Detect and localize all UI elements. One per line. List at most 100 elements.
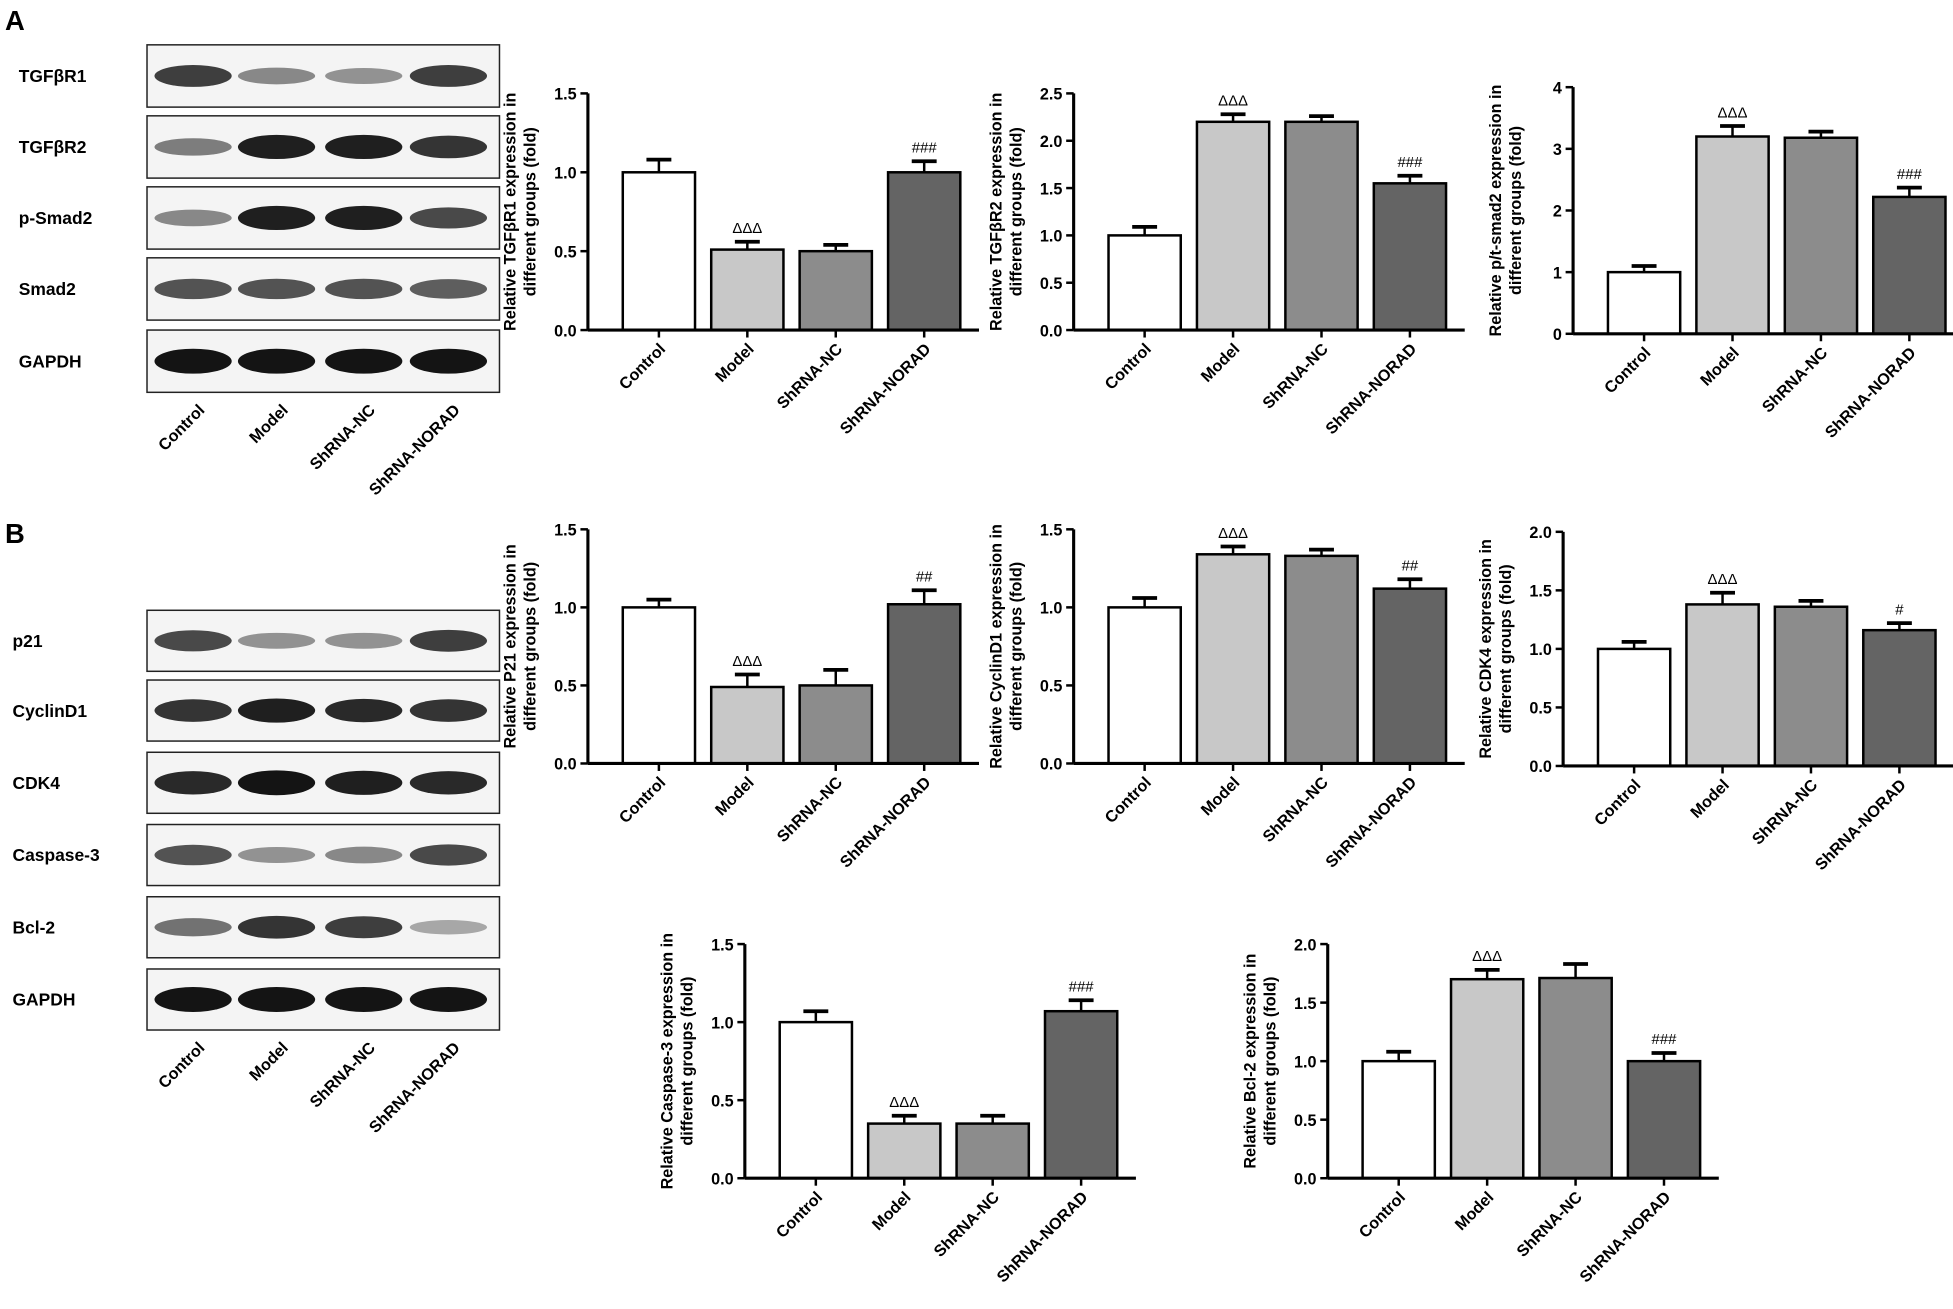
significance-mark: ΔΔΔ [1218, 93, 1248, 110]
significance-mark: ### [912, 140, 938, 157]
blot-band [325, 846, 403, 864]
blot-lane-label: ShRNA-NORAD [366, 1039, 464, 1137]
blot-band [325, 68, 403, 84]
blot-band [409, 135, 488, 159]
x-tick-label: ShRNA-NORAD [837, 773, 935, 871]
y-tick-label: 0.5 [1040, 275, 1063, 293]
blot-band [237, 847, 316, 863]
y-tick-label: 0.5 [1529, 700, 1552, 718]
western-blot-panel-b: p21 CyclinD1 CDK4 Caspase-3 Bcl-2 GAPDH Contro… [12, 609, 501, 1137]
x-tick-label: Model [1452, 1188, 1498, 1234]
x-tick-label: Control [773, 1188, 826, 1241]
y-axis-label: Relative Caspase-3 expression in [659, 933, 677, 1189]
significance-mark: ΔΔΔ [1718, 104, 1748, 121]
y-tick-label: 1.0 [1294, 1053, 1317, 1071]
x-tick-label: ShRNA-NC [1259, 340, 1332, 413]
blot-band [409, 279, 488, 299]
bar-control [1606, 270, 1682, 336]
y-tick-label: 2.5 [1040, 86, 1063, 104]
bar-model [1195, 553, 1271, 765]
blot-row-label: GAPDH [12, 990, 75, 1010]
y-tick-label: 2 [1553, 203, 1562, 221]
x-tick-label: ShRNA-NC [1259, 773, 1332, 846]
x-tick-label: ShRNA-NORAD [837, 340, 935, 438]
significance-mark: ΔΔΔ [1472, 948, 1502, 965]
bar-shrna-nc [1538, 976, 1613, 1180]
significance-mark: ## [1402, 558, 1419, 575]
blot-band [154, 844, 232, 866]
x-tick-label: Model [1697, 344, 1743, 390]
blot-lane-label: Model [246, 401, 292, 447]
bar-shrna-norad [886, 603, 962, 765]
bar-model [709, 685, 785, 765]
bar-chart-4: Relative P21 expression in different grou… [502, 522, 979, 871]
x-tick-label: Control [616, 774, 669, 827]
y-axis-label: Relative Bcl-2 expression in [1241, 954, 1259, 1169]
y-tick-label: 0.5 [711, 1092, 734, 1110]
x-tick-label: ShRNA-NC [930, 1188, 1003, 1261]
bar-model [1195, 120, 1271, 332]
panel-label-b: B [5, 518, 25, 549]
y-tick-label: 0.0 [554, 756, 577, 774]
y-tick-label: 0.5 [554, 678, 577, 696]
blot-band [325, 698, 403, 723]
blot-band [237, 205, 316, 231]
bar-shrna-nc [1783, 136, 1859, 336]
bar-model [866, 1122, 942, 1180]
y-tick-label: 1.0 [554, 165, 577, 183]
blot-band [237, 698, 316, 723]
bar-shrna-norad [1372, 182, 1448, 332]
blot-lane-label: ShRNA-NORAD [366, 401, 464, 499]
x-tick-label: ShRNA-NORAD [1322, 773, 1420, 871]
blot-band [325, 916, 403, 939]
y-tick-label: 1.0 [1529, 641, 1552, 659]
y-tick-label: 0.0 [1529, 758, 1552, 776]
blot-band [154, 65, 232, 87]
bar-shrna-norad [1872, 195, 1947, 336]
y-tick-label: 1.0 [1040, 600, 1063, 618]
bar-shrna-norad [1043, 1009, 1119, 1180]
x-tick-label: ShRNA-NC [1759, 344, 1832, 417]
blot-band [325, 987, 403, 1012]
y-tick-label: 1.5 [1529, 583, 1552, 601]
blot-lane-label: Model [246, 1039, 292, 1085]
blot-band [325, 632, 403, 649]
bar-model [1695, 135, 1770, 336]
significance-mark: ### [1069, 979, 1095, 996]
bar-shrna-norad [1626, 1059, 1702, 1180]
y-tick-label: 1.5 [711, 936, 734, 954]
x-tick-label: Control [1601, 344, 1654, 397]
y-axis-label: different groups (fold) [1261, 977, 1279, 1146]
blot-row-label: Caspase-3 [12, 845, 99, 865]
significance-mark: ### [1397, 154, 1423, 171]
y-tick-label: 1.0 [711, 1014, 734, 1032]
blot-band [409, 65, 488, 87]
blot-lane-label: Control [155, 1039, 208, 1092]
x-tick-label: ShRNA-NORAD [1322, 340, 1420, 438]
y-tick-label: 1.5 [1040, 522, 1063, 540]
bar-model [1449, 977, 1525, 1180]
bar-shrna-nc [955, 1122, 1031, 1180]
x-tick-label: Control [1102, 340, 1155, 393]
significance-mark: ΔΔΔ [732, 220, 762, 237]
bar-chart-1: Relative TGFβR1 expression in different g… [502, 86, 979, 438]
x-tick-label: ShRNA-NC [1749, 776, 1822, 849]
bar-control [621, 606, 697, 765]
y-tick-label: 1.5 [554, 522, 577, 540]
blot-band [409, 771, 488, 795]
y-tick-label: 0.5 [1294, 1112, 1317, 1130]
blot-band [237, 278, 316, 300]
y-tick-label: 2.0 [1529, 524, 1552, 542]
bar-control [1596, 647, 1672, 768]
blot-row-label: Smad2 [19, 279, 76, 299]
blot-band [154, 278, 232, 300]
y-tick-label: 0.0 [1040, 756, 1063, 774]
y-tick-label: 1 [1553, 264, 1562, 282]
blot-row-label: TGFβR1 [19, 66, 87, 86]
y-axis-label: Relative TGFβR1 expression in [502, 93, 520, 331]
bar-chart-6: Relative CDK4 expression in different gro… [1477, 524, 1953, 874]
y-tick-label: 1.0 [554, 600, 577, 618]
blot-band [409, 207, 488, 229]
x-tick-label: Model [712, 340, 758, 386]
